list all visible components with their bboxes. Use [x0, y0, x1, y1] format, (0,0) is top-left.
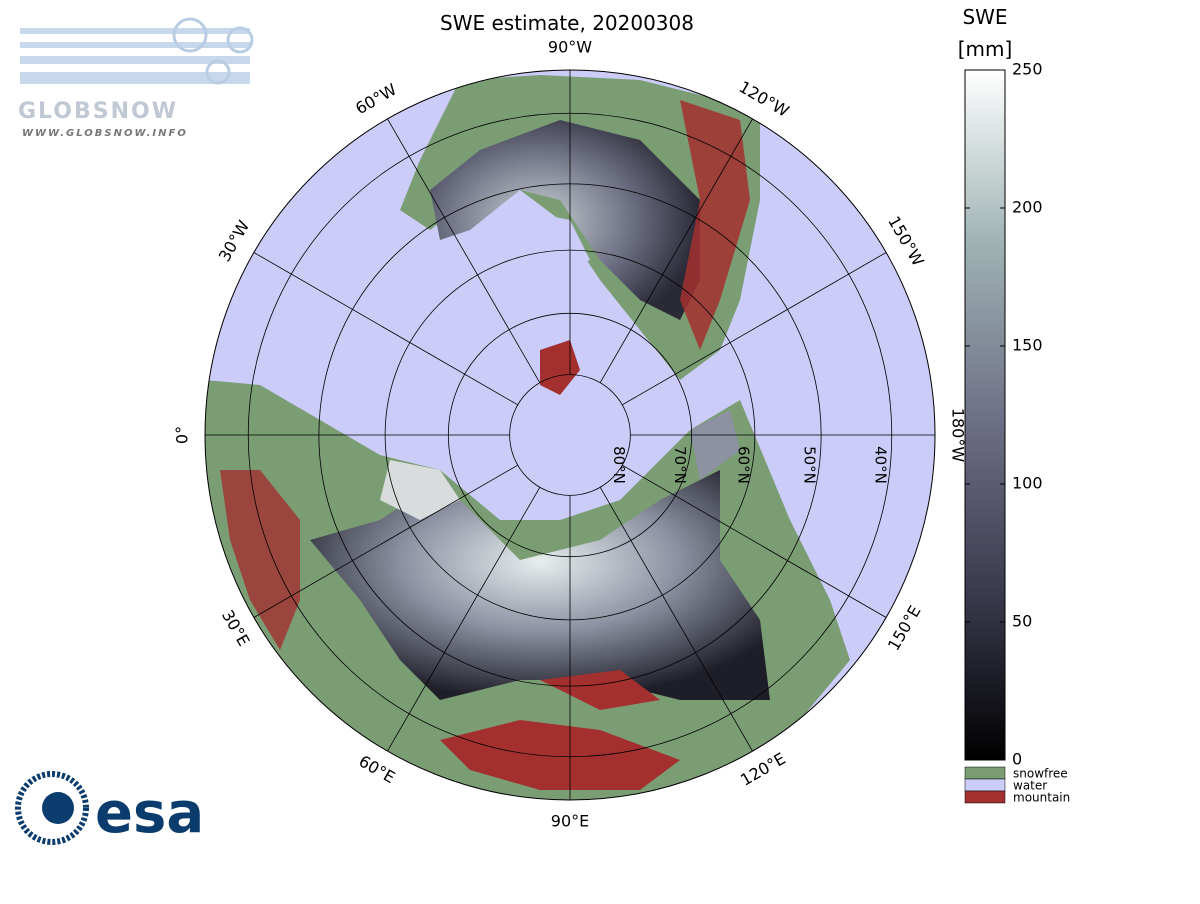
longitude-label: 90°W	[548, 38, 592, 57]
longitude-label: 180°W	[949, 408, 968, 463]
esa-text: esa	[95, 781, 204, 846]
title: SWE estimate, 20200308	[440, 11, 694, 35]
map-border	[204, 69, 936, 801]
meridian	[622, 464, 887, 618]
longitude-label: 30°E	[218, 607, 254, 650]
colorbar-tick-label: 250	[1012, 60, 1043, 79]
longitude-label: 60°E	[356, 751, 399, 787]
meridian	[622, 252, 887, 406]
colorbar-tick-label: 0	[1012, 750, 1022, 769]
colorbar-tick-label: 200	[1012, 198, 1043, 217]
legend-swatch	[964, 766, 1006, 780]
longitude-label: 60°W	[352, 80, 400, 119]
meridian	[599, 118, 753, 383]
colorbar-tick-label: 50	[1012, 612, 1032, 631]
latitude-label: 60°N	[734, 446, 752, 484]
logo-url: WWW.GLOBSNOW.INFO	[22, 128, 188, 139]
meridian	[387, 487, 541, 752]
globsnow-logo: GLOBSNOW WWW.GLOBSNOW.INFO	[18, 17, 254, 139]
colorbar-unit: [mm]	[958, 37, 1013, 61]
logo-name: GLOBSNOW	[18, 99, 178, 124]
latitude-label: 80°N	[610, 446, 628, 484]
latitude-label: 40°N	[871, 446, 889, 484]
meridian	[253, 252, 518, 406]
meridian	[599, 487, 753, 752]
colorbar-tick-label: 150	[1012, 336, 1043, 355]
colorbar-tick-label: 100	[1012, 474, 1043, 493]
colorbar: SWE [mm] 0 50 100 150 200 250 snowfreewatermou…	[958, 5, 1071, 805]
longitude-label: 30°W	[215, 217, 254, 265]
legend-label: mountain	[1013, 791, 1070, 805]
legend-label: water	[1013, 779, 1047, 793]
longitude-label: 90°E	[551, 812, 589, 831]
land	[205, 75, 850, 800]
colorbar-ramp	[964, 69, 1006, 761]
legend-swatch	[964, 778, 1006, 792]
latitude-label: 50°N	[801, 446, 819, 484]
latitude-label: 70°N	[671, 446, 689, 484]
legend-swatch	[964, 790, 1006, 804]
colorbar-title: SWE	[962, 5, 1007, 29]
esa-logo: esa	[15, 771, 204, 846]
meridian	[253, 464, 518, 618]
map: 80°N 70°N 60°N 50°N 40°N 90°W 60°W 30°W 0° 30°E 60…	[173, 38, 968, 831]
longitude-label: 0°	[173, 426, 192, 444]
meridian	[387, 118, 541, 383]
legend-label: snowfree	[1013, 767, 1068, 781]
